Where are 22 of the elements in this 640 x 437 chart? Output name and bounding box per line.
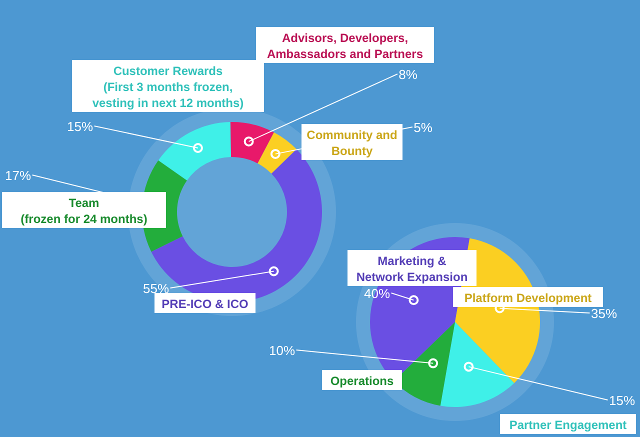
data-label: 15% xyxy=(608,393,636,408)
slice-label: Operations xyxy=(330,374,394,388)
donut-slice xyxy=(258,132,297,174)
slice-label: Partner Engagement xyxy=(509,418,627,432)
data-label: 8% xyxy=(398,67,418,82)
donut-slice xyxy=(230,122,274,164)
slice-label: PRE-ICO & ICO xyxy=(162,297,248,311)
data-label: 5% xyxy=(414,120,433,135)
pie-slice xyxy=(440,322,514,407)
data-label: 17% xyxy=(4,168,32,183)
data-label: 35% xyxy=(590,306,618,321)
data-label: 55% xyxy=(142,281,170,296)
slice-label: Advisors, Developers, Ambassadors and Partners xyxy=(266,31,424,61)
data-label: 10% xyxy=(268,343,296,358)
data-label: 40% xyxy=(364,286,390,301)
slice-label: Customer Rewards (First 3 months frozen, vesting in next 12 months) xyxy=(92,64,244,110)
donut-slice xyxy=(158,122,232,180)
slice-label: Team (frozen for 24 months) xyxy=(20,196,148,226)
slice-label: Platform Development xyxy=(464,291,592,305)
slice-label: Marketing & Network Expansion xyxy=(356,254,468,284)
data-label: 15% xyxy=(66,119,94,134)
slice-label: Community and Bounty xyxy=(306,128,398,158)
